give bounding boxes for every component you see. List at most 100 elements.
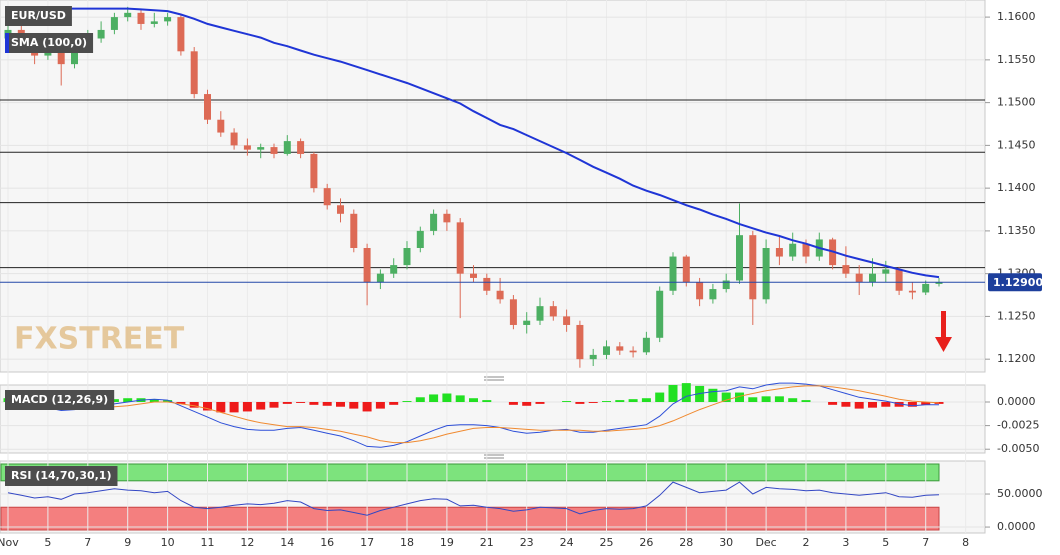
candle-body — [483, 277, 491, 291]
y-tick-label: -0.0025 — [997, 419, 1039, 432]
candle-body — [430, 213, 438, 231]
macd-line — [8, 385, 940, 444]
candle-body — [297, 141, 305, 154]
histogram-bar — [242, 402, 252, 412]
candle-body — [696, 282, 704, 300]
x-tick-label: 30 — [719, 536, 733, 549]
main-pane — [0, 0, 986, 373]
y-tick-label: 1.1350 — [997, 224, 1036, 237]
y-tick-label: 1.1600 — [997, 10, 1036, 23]
x-tick-label: 5 — [882, 536, 889, 549]
histogram-bar — [628, 399, 638, 402]
histogram-bar — [269, 402, 279, 408]
candle-body — [110, 17, 118, 30]
pane-grip[interactable] — [484, 376, 504, 381]
histogram-bar — [921, 402, 931, 405]
y-tick-label: 0.0000 — [997, 520, 1036, 533]
legend-box — [5, 33, 94, 53]
y-tick-label: 1.1550 — [997, 53, 1036, 66]
candle-body — [204, 94, 211, 120]
candle-body — [709, 289, 717, 300]
histogram-bar — [774, 396, 784, 402]
candle-body — [496, 290, 504, 300]
y-tick-label: 1.1500 — [997, 96, 1036, 109]
x-tick-label: 11 — [201, 536, 215, 549]
candle-body — [908, 290, 916, 293]
histogram-bar — [522, 402, 532, 406]
candle-body — [842, 265, 850, 274]
candle-body — [882, 269, 890, 274]
x-tick-label: 8 — [962, 536, 969, 549]
y-tick-label: -0.0050 — [997, 442, 1039, 455]
down-arrow — [935, 311, 952, 352]
candle-body — [443, 213, 451, 223]
legend-box — [5, 390, 115, 410]
price-tag — [988, 273, 1042, 292]
x-tick-label: 25 — [600, 536, 614, 549]
histogram-bar — [349, 402, 359, 409]
histogram-bar — [296, 402, 306, 403]
legend-label: RSI (14,70,30,1) — [11, 469, 111, 482]
x-tick-label: 7 — [922, 536, 929, 549]
x-tick-label: Nov — [0, 536, 19, 549]
watermark: FXSTREET — [14, 322, 185, 357]
histogram-bar — [641, 398, 651, 402]
histogram-bar — [415, 397, 425, 402]
candle-body — [869, 273, 876, 283]
histogram-bar — [322, 402, 332, 406]
candle-body — [576, 324, 584, 360]
legend-box — [5, 6, 72, 26]
y-tick-label: 1.1450 — [997, 138, 1036, 151]
candle-body — [736, 235, 743, 281]
price-label: 1.12900 — [993, 276, 1043, 289]
x-tick-label: 12 — [240, 536, 254, 549]
x-tick-label: 26 — [639, 536, 653, 549]
x-tick-label: 23 — [520, 536, 534, 549]
candle-body — [563, 316, 571, 325]
candle-body — [762, 248, 770, 300]
candle-body — [350, 213, 358, 248]
histogram-bar — [362, 402, 372, 412]
candle-body — [656, 290, 664, 338]
candle-body — [549, 306, 557, 317]
histogram-bar — [854, 402, 864, 409]
histogram-bar — [203, 402, 212, 411]
candle-body — [57, 51, 65, 65]
candle-body — [177, 17, 185, 52]
histogram-bar — [668, 385, 678, 402]
legend-label: SMA (100,0) — [11, 36, 87, 49]
candle-body — [895, 269, 903, 291]
histogram-bar — [735, 392, 744, 402]
candle-body — [416, 230, 424, 248]
histogram-bar — [482, 400, 492, 402]
candle-body — [337, 205, 344, 214]
candle-body — [97, 29, 105, 39]
histogram-bar — [109, 399, 119, 402]
candle-body — [310, 153, 318, 189]
x-tick-label: Dec — [755, 536, 776, 549]
histogram-bar — [934, 402, 944, 404]
histogram-bar — [429, 394, 439, 402]
histogram-bar — [588, 402, 598, 403]
candle-body — [403, 248, 411, 266]
histogram-bar — [535, 402, 545, 404]
pane-grip[interactable] — [484, 454, 504, 459]
sma-line — [8, 7, 940, 279]
candle-body — [217, 119, 225, 133]
candle-body — [722, 280, 730, 290]
candle-body — [669, 256, 677, 291]
histogram-bar — [389, 402, 399, 405]
histogram-bar — [375, 402, 385, 409]
candle-body — [164, 17, 172, 22]
x-tick-label: 16 — [320, 536, 334, 549]
rsi-line — [7, 481, 940, 516]
histogram-bar — [508, 402, 518, 405]
candle-body — [789, 243, 797, 257]
x-tick-label: 18 — [400, 536, 414, 549]
x-tick-label: 3 — [842, 536, 849, 549]
histogram-bar — [455, 395, 465, 402]
x-tick-label: 7 — [84, 536, 91, 549]
candle-body — [802, 243, 810, 257]
